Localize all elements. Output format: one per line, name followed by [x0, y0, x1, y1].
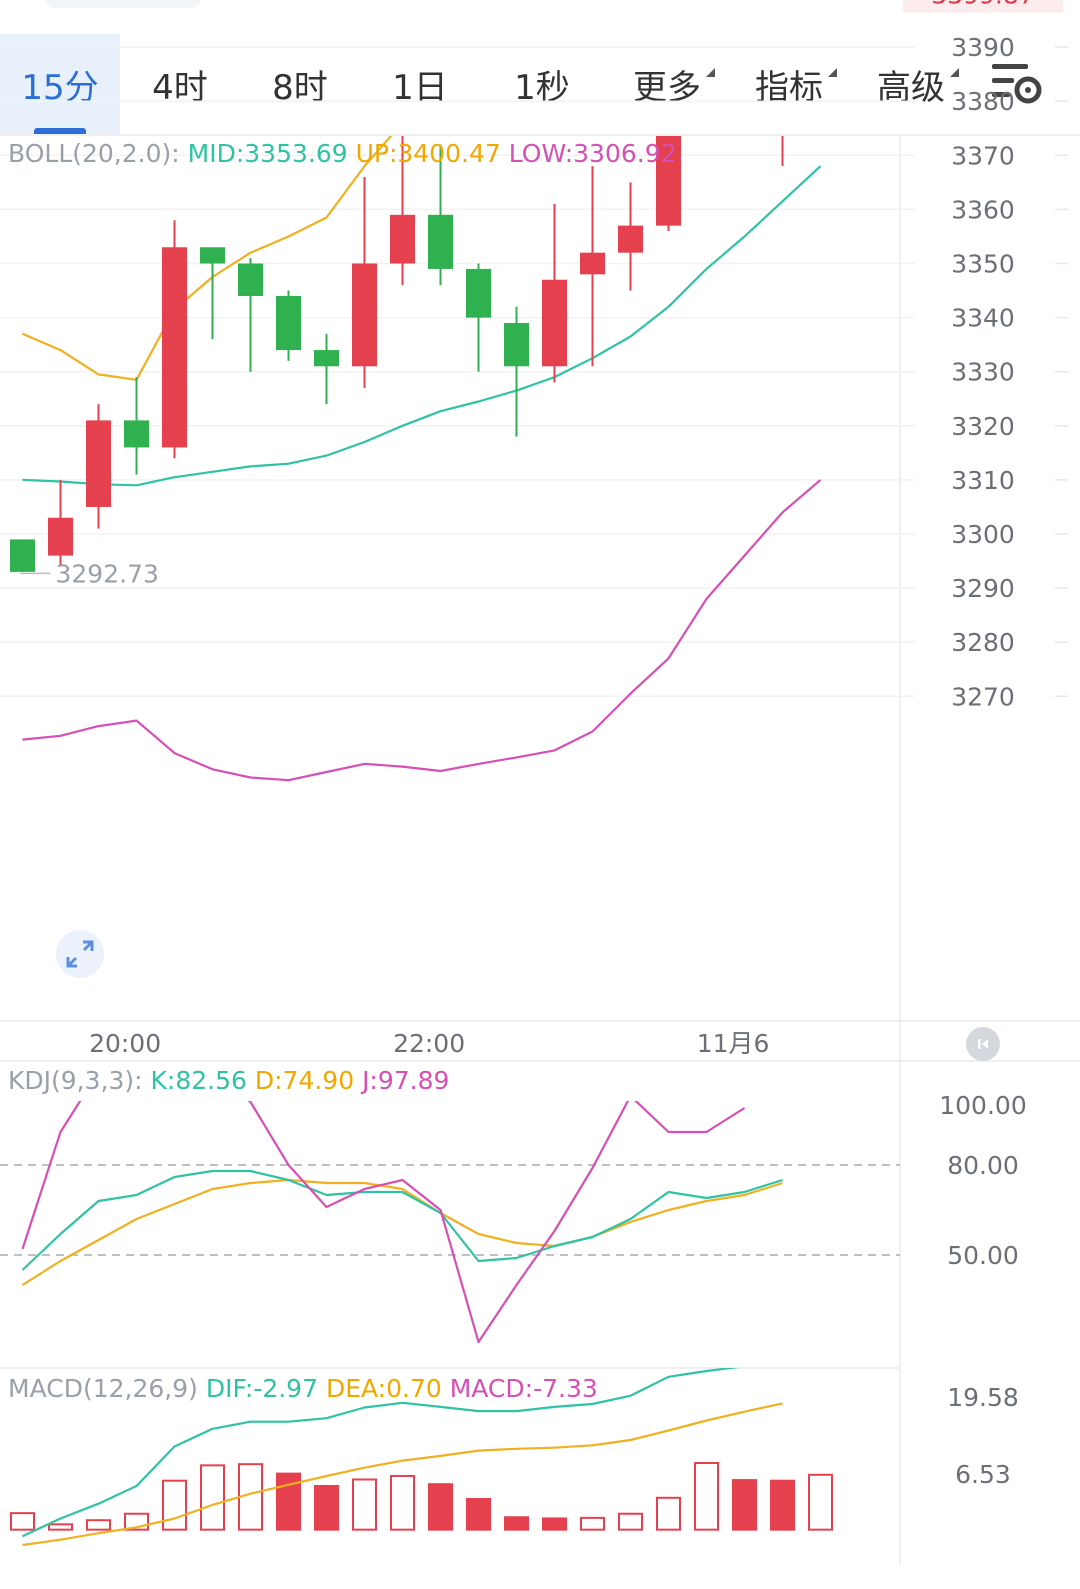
candle-body — [542, 279, 567, 367]
macd-dea-value: DEA:0.70 — [325, 1374, 442, 1403]
candle-body — [656, 136, 681, 226]
boll-up-value: UP:3400.47 — [355, 139, 501, 168]
macd-histogram-bar — [580, 1516, 605, 1531]
macd-histogram-bar — [656, 1496, 681, 1531]
macd-histogram-bar — [10, 1512, 35, 1531]
candle-body — [200, 247, 225, 264]
boll-mid-line — [22, 165, 822, 487]
macd-header[interactable]: MACD(12,26,9) DIF:-2.97 DEA:0.70 MACD:-7… — [8, 1374, 598, 1403]
scroll-to-latest-icon[interactable] — [966, 1027, 1000, 1061]
macd-dea-line — [22, 1402, 783, 1547]
macd-histogram-bar — [732, 1479, 757, 1531]
current-price-tag — [903, 0, 1063, 13]
kdj-d-line — [21, 1178, 783, 1286]
macd-tick-label: 6.53 — [955, 1460, 1011, 1489]
macd-histogram-bar — [48, 1523, 73, 1531]
price-tick-label: 3360 — [951, 195, 1015, 224]
price-tick-label: 3330 — [951, 358, 1015, 387]
current-price-label: 3399.87 — [931, 0, 1034, 10]
expand-arrows-icon[interactable] — [56, 930, 104, 978]
boll-lower-line — [22, 479, 822, 782]
macd-tick-label: 19.58 — [947, 1383, 1019, 1412]
macd-name: MACD(12,26,9) — [8, 1374, 198, 1403]
boll-upper-line — [22, 136, 393, 381]
dropdown-corner-icon — [950, 67, 959, 77]
price-tick-label: 3390 — [951, 33, 1015, 62]
candle-body — [618, 225, 643, 253]
macd-histogram-bar — [466, 1497, 491, 1531]
active-tab-indicator — [34, 128, 86, 134]
chart-settings-icon[interactable] — [990, 60, 1046, 110]
macd-histogram-bar — [428, 1483, 453, 1531]
time-tick-label: 22:00 — [393, 1029, 465, 1058]
macd-histogram-bar — [276, 1472, 301, 1531]
candle-body — [770, 53, 795, 102]
kdj-j-value: J:97.89 — [362, 1066, 450, 1095]
price-tick-label: 3290 — [951, 574, 1015, 603]
kdj-tick-label: 100.00 — [939, 1091, 1026, 1120]
low-marker-label: 3292.73 — [56, 559, 159, 588]
kdj-d-value: D:74.90 — [254, 1066, 355, 1095]
candle-body — [808, 0, 833, 53]
macd-histogram-bar — [162, 1479, 187, 1531]
candle-body — [124, 420, 149, 448]
price-tick-label: 3340 — [951, 304, 1015, 333]
macd-histogram-bar — [770, 1479, 795, 1531]
candle-body — [86, 420, 111, 507]
kdj-name: KDJ(9,3,3): — [8, 1066, 143, 1095]
macd-histogram-bar — [124, 1512, 149, 1531]
macd-histogram-bar — [352, 1478, 377, 1531]
macd-histogram-bar — [808, 1473, 833, 1531]
candle-body — [428, 214, 453, 269]
macd-macd-value: MACD:-7.33 — [449, 1374, 598, 1403]
price-tick-label: 3320 — [951, 412, 1015, 441]
candle-body — [314, 350, 339, 367]
macd-dif-value: DIF:-2.97 — [205, 1374, 318, 1403]
candle-body — [466, 268, 491, 318]
kdj-header[interactable]: KDJ(9,3,3): K:82.56 D:74.90 J:97.89 — [8, 1066, 449, 1095]
macd-histogram-bar — [390, 1474, 415, 1531]
macd-histogram-bar — [504, 1516, 529, 1531]
candle-body — [580, 252, 605, 275]
candle-body — [10, 539, 35, 572]
price-tick-label: 3350 — [951, 250, 1015, 279]
price-tick-label: 3370 — [951, 141, 1015, 170]
kdj-tick-label: 80.00 — [947, 1151, 1019, 1180]
macd-histogram-bar — [200, 1464, 225, 1531]
macd-dif-line — [22, 1368, 740, 1538]
kdj-k-value: K:82.56 — [150, 1066, 247, 1095]
dropdown-corner-icon — [828, 67, 837, 77]
price-tick-label: 3310 — [951, 466, 1015, 495]
candle-body — [694, 15, 719, 96]
candle-body — [162, 247, 187, 448]
price-tick-label: 3270 — [951, 682, 1015, 711]
kdj-k-line — [21, 1169, 783, 1271]
kdj-j-line — [21, 1101, 746, 1344]
price-tick-label: 3300 — [951, 520, 1015, 549]
kdj-tick-label: 50.00 — [947, 1241, 1019, 1270]
macd-histogram-bar — [86, 1519, 111, 1531]
top-scroll-edge — [46, 0, 200, 8]
candle-body — [276, 295, 301, 351]
macd-histogram-bar — [542, 1517, 567, 1531]
dropdown-corner-icon — [706, 67, 715, 77]
price-tick-label: 3380 — [951, 87, 1015, 116]
candle-body — [504, 323, 529, 367]
candle-body — [48, 517, 73, 556]
macd-histogram-bar — [694, 1461, 719, 1531]
candle-body — [732, 15, 757, 102]
candle-body — [390, 214, 415, 264]
candle-body — [352, 263, 377, 367]
price-tick-label: 3280 — [951, 628, 1015, 657]
macd-histogram-bar — [618, 1512, 643, 1531]
candle-body — [238, 263, 263, 296]
boll-low-value: LOW:3306.92 — [508, 139, 677, 168]
boll-name: BOLL(20,2.0): — [8, 139, 180, 168]
boll-header[interactable]: BOLL(20,2.0): MID:3353.69 UP:3400.47 LOW… — [8, 139, 677, 168]
time-tick-label: 20:00 — [89, 1029, 161, 1058]
boll-mid-value: MID:3353.69 — [187, 139, 348, 168]
macd-histogram-bar — [314, 1485, 339, 1531]
time-tick-label: 11月6 — [697, 1029, 770, 1058]
